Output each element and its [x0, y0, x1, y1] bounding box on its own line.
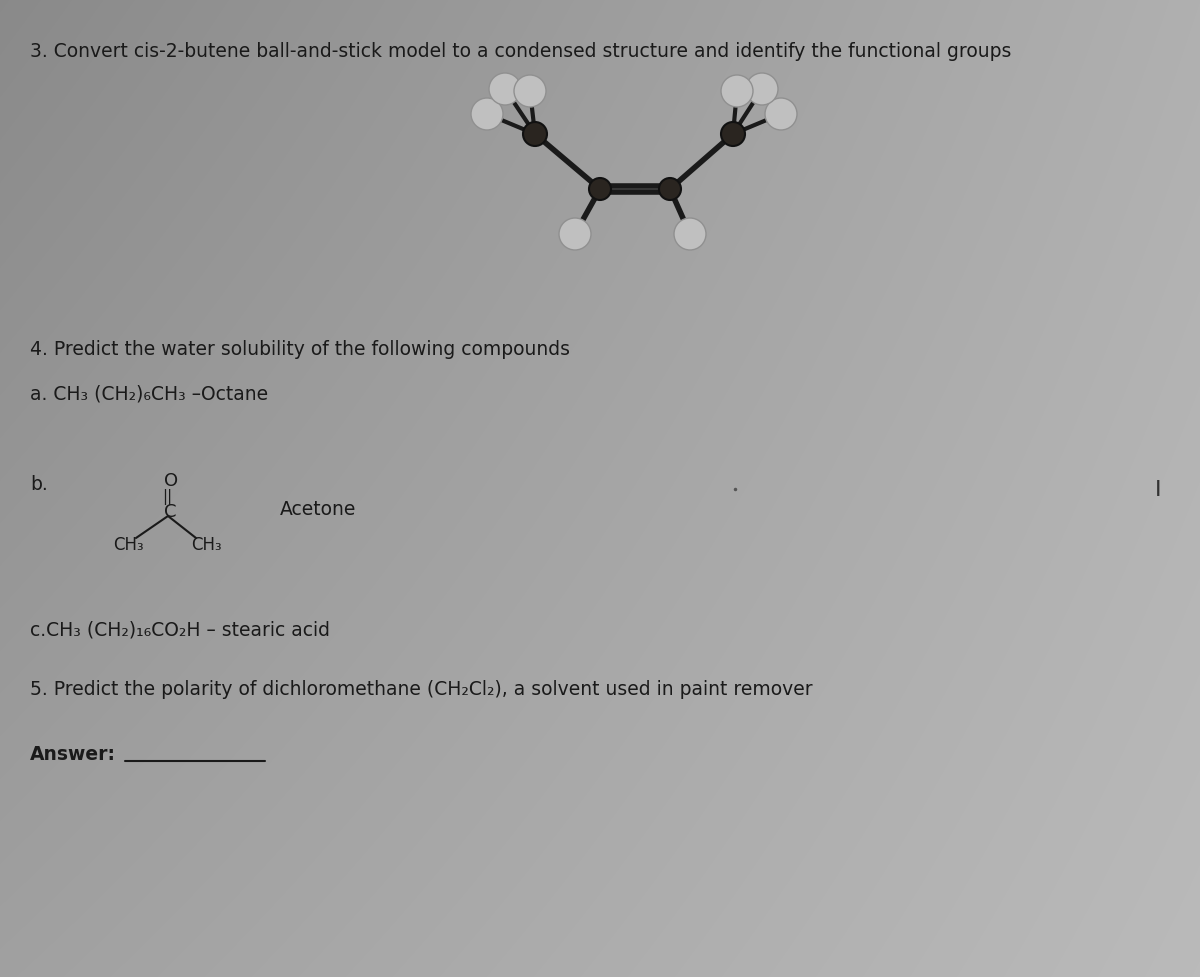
Circle shape: [766, 99, 797, 131]
Circle shape: [721, 123, 745, 147]
Text: 3. Convert cis-2-butene ball-and-stick model to a condensed structure and identi: 3. Convert cis-2-butene ball-and-stick m…: [30, 42, 1012, 61]
Circle shape: [589, 179, 611, 201]
Circle shape: [659, 179, 682, 201]
Text: Answer:: Answer:: [30, 744, 116, 763]
Text: I: I: [1154, 480, 1162, 499]
Text: Acetone: Acetone: [280, 499, 356, 519]
Text: CH₃: CH₃: [191, 535, 222, 553]
Circle shape: [559, 219, 592, 251]
Circle shape: [514, 76, 546, 107]
Circle shape: [490, 74, 521, 106]
Circle shape: [470, 99, 503, 131]
Text: a. CH₃ (CH₂)₆CH₃ –Octane: a. CH₃ (CH₂)₆CH₃ –Octane: [30, 385, 268, 404]
Text: ||: ||: [162, 488, 173, 504]
Circle shape: [746, 74, 778, 106]
Circle shape: [523, 123, 547, 147]
Text: b.: b.: [30, 475, 48, 493]
Text: O: O: [164, 472, 178, 489]
Circle shape: [721, 76, 754, 107]
Text: 5. Predict the polarity of dichloromethane (CH₂Cl₂), a solvent used in paint rem: 5. Predict the polarity of dichlorometha…: [30, 679, 812, 699]
Text: CH₃: CH₃: [113, 535, 144, 553]
Text: c.CH₃ (CH₂)₁₆CO₂H – stearic acid: c.CH₃ (CH₂)₁₆CO₂H – stearic acid: [30, 619, 330, 638]
Text: C: C: [164, 502, 176, 521]
Circle shape: [674, 219, 706, 251]
Text: 4. Predict the water solubility of the following compounds: 4. Predict the water solubility of the f…: [30, 340, 570, 359]
